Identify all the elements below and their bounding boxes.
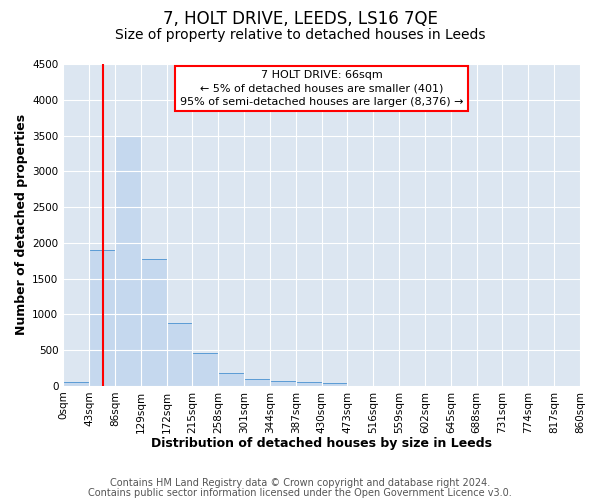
Bar [244, 378, 270, 386]
Bar [89, 250, 115, 386]
X-axis label: Distribution of detached houses by size in Leeds: Distribution of detached houses by size … [151, 437, 492, 450]
Bar [63, 382, 89, 386]
Text: Contains public sector information licensed under the Open Government Licence v3: Contains public sector information licen… [88, 488, 512, 498]
Bar [270, 381, 296, 386]
Text: Size of property relative to detached houses in Leeds: Size of property relative to detached ho… [115, 28, 485, 42]
Bar [218, 372, 244, 386]
Text: Contains HM Land Registry data © Crown copyright and database right 2024.: Contains HM Land Registry data © Crown c… [110, 478, 490, 488]
Bar [322, 383, 347, 386]
Bar [296, 382, 322, 386]
Bar [193, 353, 218, 386]
Y-axis label: Number of detached properties: Number of detached properties [15, 114, 28, 336]
Bar [167, 324, 193, 386]
Text: 7 HOLT DRIVE: 66sqm
← 5% of detached houses are smaller (401)
95% of semi-detach: 7 HOLT DRIVE: 66sqm ← 5% of detached hou… [180, 70, 463, 107]
Bar [141, 259, 167, 386]
Bar [115, 136, 141, 386]
Text: 7, HOLT DRIVE, LEEDS, LS16 7QE: 7, HOLT DRIVE, LEEDS, LS16 7QE [163, 10, 437, 28]
